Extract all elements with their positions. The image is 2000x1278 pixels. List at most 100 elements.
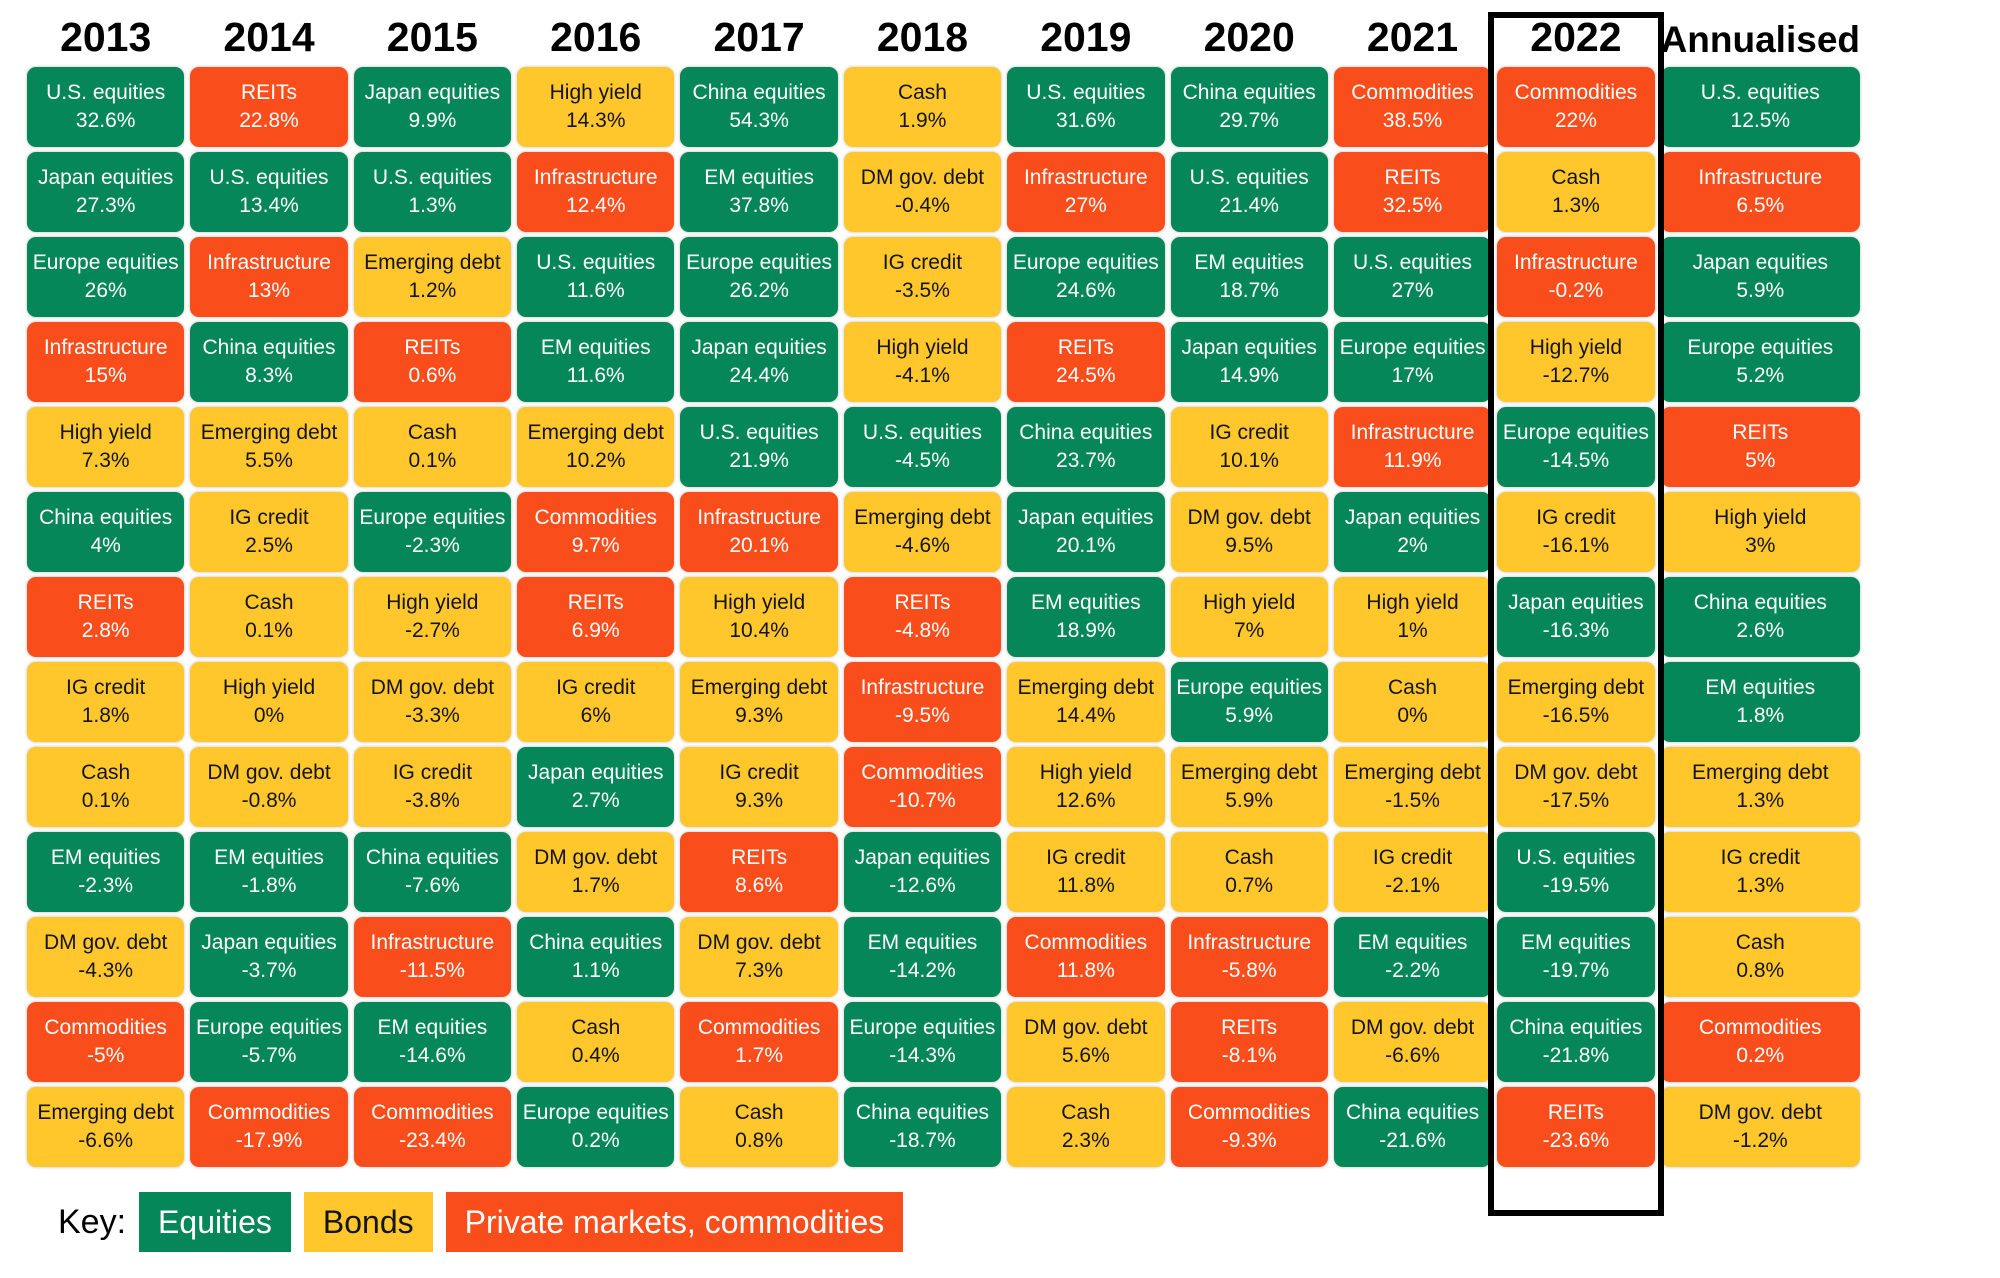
asset-return: -5.7% <box>241 1044 297 1067</box>
asset-return: 5.9% <box>1736 279 1785 302</box>
asset-return: 7% <box>1234 619 1265 642</box>
key-chip-private-markets: Private markets, commodities <box>445 1192 904 1252</box>
asset-return: -23.4% <box>399 1129 466 1152</box>
asset-cell: Commodities 0.2% <box>1660 1002 1860 1082</box>
asset-return: -2.2% <box>1385 959 1440 982</box>
asset-name: REITs <box>731 846 788 869</box>
asset-cell: REITs 32.5% <box>1333 152 1492 232</box>
asset-return: 0.7% <box>1225 874 1274 897</box>
asset-return: 20.1% <box>1056 534 1116 557</box>
asset-name: Commodities <box>371 1101 494 1124</box>
asset-return: 27% <box>1064 194 1107 217</box>
asset-return: -6.6% <box>78 1129 134 1152</box>
asset-return: 2.6% <box>1736 619 1785 642</box>
asset-cell: Cash 2.3% <box>1007 1087 1165 1167</box>
asset-name: Infrastructure <box>533 166 658 189</box>
asset-return: 24.6% <box>1056 279 1116 302</box>
asset-name: Emerging debt <box>1691 761 1829 784</box>
asset-return: -2.7% <box>404 619 460 642</box>
asset-return: -21.6% <box>1379 1129 1446 1152</box>
asset-cell: REITs 6.9% <box>517 577 675 657</box>
asset-return: -21.8% <box>1542 1044 1610 1067</box>
asset-name: Infrastructure <box>697 506 821 529</box>
asset-return: 0.6% <box>408 364 457 387</box>
asset-cell: Europe equities -14.5% <box>1497 407 1655 487</box>
asset-return: 7.3% <box>81 449 130 472</box>
asset-cell: REITs -8.1% <box>1170 1002 1328 1082</box>
asset-name: Cash <box>1061 1101 1111 1124</box>
asset-return: 5.5% <box>245 449 293 472</box>
year-header-2015: 2015 <box>386 14 478 60</box>
asset-cell: IG credit 10.1% <box>1170 407 1328 487</box>
asset-return: -14.3% <box>889 1044 956 1067</box>
asset-return: -19.5% <box>1542 874 1610 897</box>
asset-cell: Infrastructure 15% <box>27 322 185 402</box>
asset-cell: Japan equities 2% <box>1333 492 1492 572</box>
asset-cell: Japan equities -12.6% <box>843 832 1002 912</box>
asset-cell: EM equities -14.2% <box>843 917 1002 997</box>
asset-name: Europe equities <box>1012 251 1159 274</box>
asset-name: Japan equities <box>528 761 664 784</box>
asset-return: -1.2% <box>1732 1129 1788 1152</box>
asset-cell: High yield 3% <box>1660 492 1860 572</box>
asset-cell: China equities 1.1% <box>517 917 675 997</box>
asset-return: -1.5% <box>1385 789 1440 812</box>
asset-return: 12.5% <box>1730 109 1791 132</box>
asset-name: Japan equities <box>1692 251 1828 274</box>
asset-return: -12.6% <box>889 874 956 897</box>
asset-name: High yield <box>1366 591 1459 614</box>
asset-name: Europe equities <box>196 1016 342 1039</box>
asset-name: Cash <box>1388 676 1438 699</box>
asset-name: Commodities <box>861 761 984 784</box>
asset-return: -11.5% <box>399 959 465 982</box>
asset-name: IG credit <box>65 676 146 699</box>
asset-name: REITs <box>567 591 624 614</box>
asset-name: Europe equities <box>522 1101 669 1124</box>
asset-name: Cash <box>1551 166 1601 189</box>
asset-cell: DM gov. debt -1.2% <box>1660 1087 1860 1167</box>
asset-return: 10.2% <box>565 449 626 472</box>
asset-cell: DM gov. debt -6.6% <box>1333 1002 1492 1082</box>
asset-cell: U.S. equities 27% <box>1333 237 1492 317</box>
asset-cell: Commodities -10.7% <box>843 747 1002 827</box>
asset-cell: China equities -18.7% <box>843 1087 1002 1167</box>
asset-cell: IG credit -16.1% <box>1497 492 1655 572</box>
asset-name: Europe equities <box>1176 676 1323 699</box>
asset-name: Emerging debt <box>1180 761 1318 784</box>
asset-name: Emerging debt <box>364 251 501 274</box>
asset-cell: Cash 0.8% <box>1660 917 1860 997</box>
asset-name: Emerging debt <box>527 421 665 444</box>
asset-cell: High yield -12.7% <box>1497 322 1655 402</box>
asset-name: China equities <box>855 1101 989 1124</box>
asset-name: High yield <box>876 336 969 359</box>
asset-cell: Commodities 1.7% <box>680 1002 838 1082</box>
asset-cell: REITs 5% <box>1660 407 1860 487</box>
asset-name: EM equities <box>1030 591 1141 614</box>
asset-name: IG credit <box>1046 846 1126 869</box>
asset-cell: Japan equities 24.4% <box>680 322 838 402</box>
asset-return: -14.2% <box>889 959 956 982</box>
asset-cell: EM equities 11.6% <box>517 322 675 402</box>
asset-cell: Infrastructure -11.5% <box>353 917 512 997</box>
asset-cell: Cash 1.3% <box>1497 152 1655 232</box>
asset-name: DM gov. debt <box>1514 761 1638 784</box>
asset-name: REITs <box>1732 421 1789 444</box>
asset-cell: China equities 29.7% <box>1170 67 1328 147</box>
asset-name: IG credit <box>719 761 799 784</box>
asset-name: EM equities <box>540 336 651 359</box>
asset-cell: Emerging debt 9.3% <box>680 662 838 742</box>
asset-cell: Commodities 38.5% <box>1333 67 1492 147</box>
asset-name: U.S. equities <box>862 421 982 444</box>
asset-cell: U.S. equities 11.6% <box>517 237 675 317</box>
asset-return: 20.1% <box>729 534 789 557</box>
asset-return: -4.1% <box>895 364 950 387</box>
asset-return: 8.3% <box>245 364 293 387</box>
asset-return: 1% <box>1397 619 1428 642</box>
key-chip-equities: Equities <box>139 1192 291 1252</box>
asset-return: 2.7% <box>571 789 620 812</box>
asset-name: High yield <box>1714 506 1807 529</box>
asset-cell: High yield 7.3% <box>27 407 185 487</box>
asset-name: IG credit <box>556 676 636 699</box>
asset-name: China equities <box>1509 1016 1643 1039</box>
asset-cell: High yield -2.7% <box>353 577 512 657</box>
